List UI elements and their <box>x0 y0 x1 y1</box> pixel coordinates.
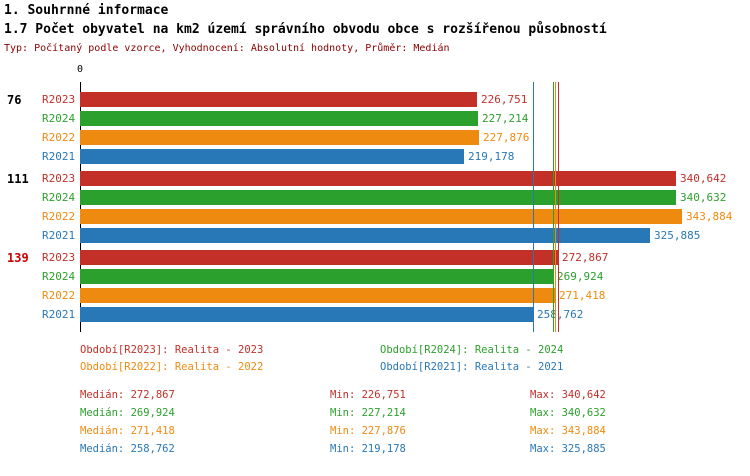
indicator-title: 1.7 Počet obyvatel na km2 území správníh… <box>4 22 607 37</box>
group-label: 111 <box>7 171 29 186</box>
bar-row: 139 R2023 272,867 <box>0 250 750 265</box>
bar <box>80 209 682 224</box>
legend-item: Období[R2024]: Realita - 2024 <box>380 344 564 356</box>
series-label: R2024 <box>42 112 76 125</box>
bar-group: 76 R2023 226,751 R2024 227,214 R2022 227,876 R2… <box>0 92 750 164</box>
series-label: R2024 <box>42 191 76 204</box>
bar <box>80 149 464 164</box>
stat-min: Min: 227,214 <box>330 407 406 419</box>
median-line <box>558 82 559 332</box>
bar <box>80 171 676 186</box>
bar <box>80 307 533 322</box>
bar-value-label: 271,418 <box>559 289 606 302</box>
stat-min: Min: 227,876 <box>330 425 406 437</box>
bar-row: R2021 219,178 <box>0 149 750 164</box>
bar-row: R2021 258,762 <box>0 307 750 322</box>
bar-group: 139 R2023 272,867 R2024 269,924 R2022 271,418 R… <box>0 250 750 322</box>
stat-min: Min: 226,751 <box>330 389 406 401</box>
stat-max: Max: 343,884 <box>530 425 606 437</box>
bar-row: R2021 325,885 <box>0 228 750 243</box>
bar-row: R2024 269,924 <box>0 269 750 284</box>
bar-value-label: 340,642 <box>680 172 727 185</box>
bar-group: 111 R2023 340,642 R2024 340,632 R2022 343,884 R… <box>0 171 750 243</box>
series-label: R2021 <box>42 229 76 242</box>
stat-min: Min: 219,178 <box>330 443 406 455</box>
stats-panel: Medián: 272,867 Min: 226,751 Max: 340,642 M… <box>0 389 750 469</box>
median-line <box>555 82 556 332</box>
bar-value-label: 258,762 <box>537 308 584 321</box>
bar <box>80 250 558 265</box>
stat-median: Medián: 269,924 <box>80 407 175 419</box>
bar-row: 76 R2023 226,751 <box>0 92 750 107</box>
stat-median: Medián: 271,418 <box>80 425 175 437</box>
bar-value-label: 226,751 <box>481 93 528 106</box>
bar-value-label: 219,178 <box>468 150 515 163</box>
bar <box>80 92 477 107</box>
plot-area: 76 R2023 226,751 R2024 227,214 R2022 227,876 R2… <box>0 92 750 329</box>
stat-row: Medián: 269,924 Min: 227,214 Max: 340,632 <box>0 407 750 421</box>
series-label: R2023 <box>42 93 76 106</box>
bar-row: R2024 340,632 <box>0 190 750 205</box>
legend-item: Období[R2022]: Realita - 2022 <box>80 361 264 373</box>
stat-median: Medián: 272,867 <box>80 389 175 401</box>
chart-meta: Typ: Počítaný podle vzorce, Vyhodnocení:… <box>4 43 450 54</box>
bar-value-label: 269,924 <box>557 270 604 283</box>
bar-row: R2022 227,876 <box>0 130 750 145</box>
bar <box>80 111 478 126</box>
value-axis-line <box>80 82 81 332</box>
bar <box>80 269 553 284</box>
stat-row: Medián: 258,762 Min: 219,178 Max: 325,885 <box>0 443 750 457</box>
series-label: R2022 <box>42 131 76 144</box>
bar-value-label: 325,885 <box>654 229 701 242</box>
bar <box>80 288 555 303</box>
chart-legend: Období[R2023]: Realita - 2023 Období[R202… <box>0 344 750 380</box>
median-line <box>553 82 554 332</box>
legend-item: Období[R2021]: Realita - 2021 <box>380 361 564 373</box>
group-label: 76 <box>7 92 22 107</box>
bar <box>80 228 650 243</box>
stat-median: Medián: 258,762 <box>80 443 175 455</box>
bar-value-label: 227,876 <box>483 131 530 144</box>
bar <box>80 130 479 145</box>
stat-row: Medián: 271,418 Min: 227,876 Max: 343,884 <box>0 425 750 439</box>
bar-row: 111 R2023 340,642 <box>0 171 750 186</box>
series-label: R2024 <box>42 270 76 283</box>
series-label: R2022 <box>42 210 76 223</box>
bar-row: R2024 227,214 <box>0 111 750 126</box>
series-label: R2023 <box>42 172 76 185</box>
stat-max: Max: 340,632 <box>530 407 606 419</box>
group-label: 139 <box>7 250 29 265</box>
bar-row: R2022 343,884 <box>0 209 750 224</box>
bar-value-label: 343,884 <box>686 210 733 223</box>
section-title: 1. Souhrnné informace <box>4 3 169 18</box>
bar <box>80 190 676 205</box>
stat-max: Max: 325,885 <box>530 443 606 455</box>
stat-max: Max: 340,642 <box>530 389 606 401</box>
series-label: R2021 <box>42 308 76 321</box>
series-label: R2021 <box>42 150 76 163</box>
bar-row: R2022 271,418 <box>0 288 750 303</box>
bar-value-label: 227,214 <box>482 112 529 125</box>
median-line <box>533 82 534 332</box>
axis-zero-label: 0 <box>76 64 84 75</box>
bar-value-label: 272,867 <box>562 251 609 264</box>
series-label: R2022 <box>42 289 76 302</box>
legend-item: Období[R2023]: Realita - 2023 <box>80 344 264 356</box>
stat-row: Medián: 272,867 Min: 226,751 Max: 340,642 <box>0 389 750 403</box>
bar-chart: 76 R2023 226,751 R2024 227,214 R2022 227,876 R2… <box>0 78 750 336</box>
series-label: R2023 <box>42 251 76 264</box>
bar-value-label: 340,632 <box>680 191 727 204</box>
